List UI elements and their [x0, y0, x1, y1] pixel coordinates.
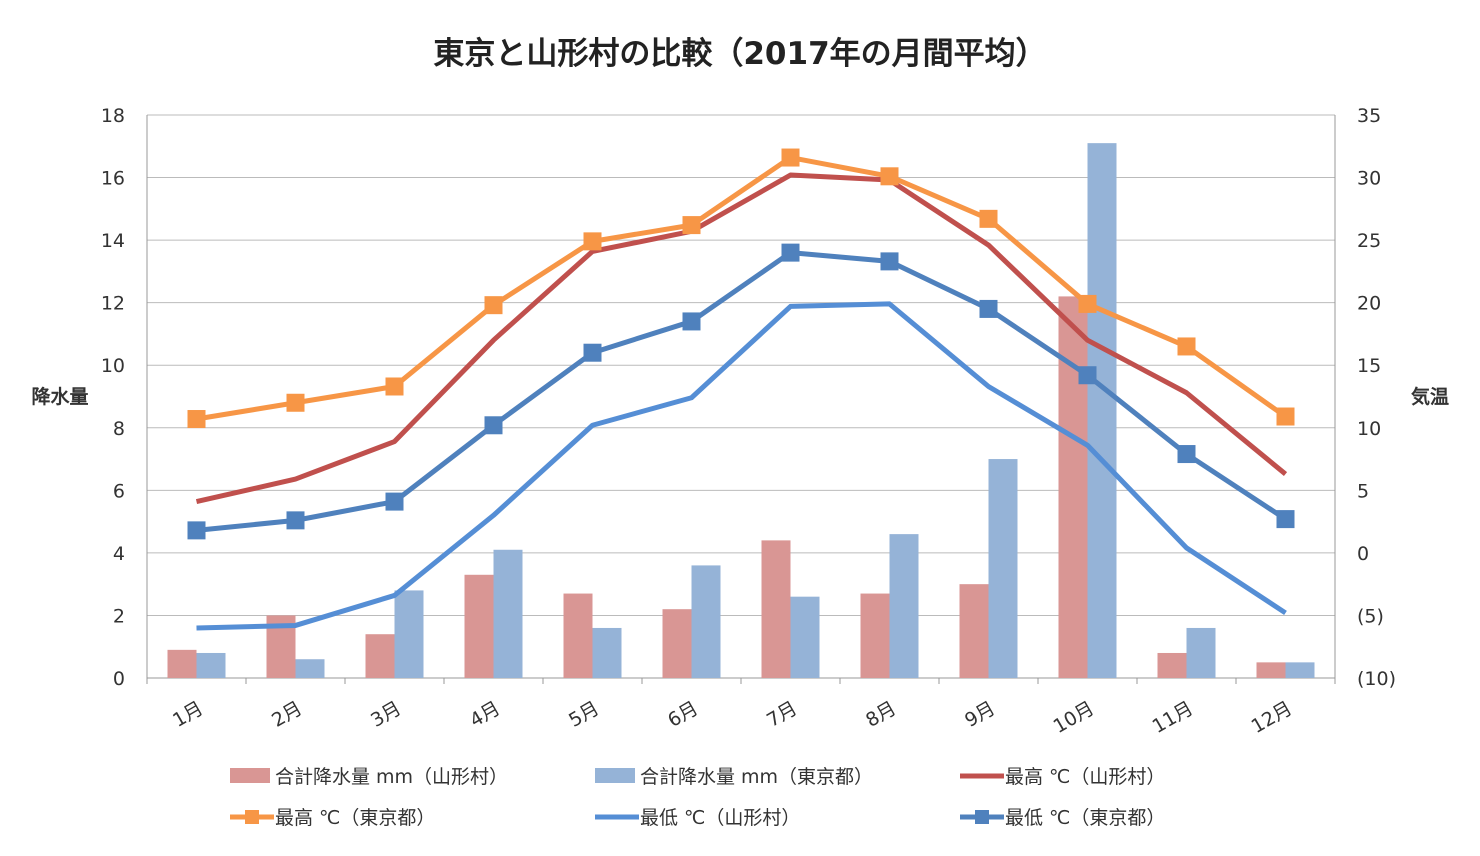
bar-tokyo-precip	[196, 652, 226, 678]
data-point-marker	[781, 148, 800, 167]
bar-yamagata-precip	[1256, 662, 1286, 678]
bar-yamagata-precip	[563, 593, 593, 678]
x-tick-label: 9月	[961, 697, 999, 732]
bar-tokyo-precip	[1087, 143, 1117, 678]
y-tick-label: 8	[113, 418, 125, 440]
bar-yamagata-precip	[167, 649, 197, 678]
x-tick-label: 6月	[664, 697, 702, 732]
y2-tick-label: 30	[1357, 168, 1381, 190]
y-axis-title: 降水量	[31, 385, 88, 408]
data-point-marker	[781, 243, 800, 262]
data-point-marker	[286, 393, 305, 412]
y2-tick-label: 5	[1357, 480, 1369, 502]
series-line-4	[196, 301, 1287, 631]
y2-tick-label: 35	[1357, 105, 1381, 127]
data-point-marker	[187, 410, 206, 429]
x-tick-label: 1月	[169, 697, 207, 732]
x-tick-label: 7月	[763, 697, 801, 732]
data-point-marker	[979, 299, 998, 318]
y-tick-label: 2	[113, 605, 125, 627]
y2-tick-label: 15	[1357, 355, 1381, 377]
bar-tokyo-precip	[790, 596, 820, 678]
x-tick-label: 4月	[466, 697, 504, 732]
bar-tokyo-precip	[691, 565, 721, 678]
legend-label: 合計降水量 mm（山形村）	[275, 766, 508, 788]
data-point-marker	[583, 343, 602, 362]
bar-tokyo-precip	[493, 549, 523, 678]
x-tick-label: 2月	[268, 697, 306, 732]
data-point-marker	[385, 377, 404, 396]
bar-tokyo-precip	[1186, 627, 1216, 678]
bar-tokyo-precip	[889, 534, 919, 678]
bar-yamagata-precip	[1058, 296, 1088, 678]
x-tick-label: 5月	[565, 697, 603, 732]
bar-yamagata-precip	[959, 584, 989, 678]
data-point-marker	[484, 416, 503, 435]
data-point-marker	[187, 521, 206, 540]
data-point-marker	[1078, 294, 1097, 313]
legend-swatch	[595, 768, 635, 783]
x-tick-label: 3月	[367, 697, 405, 732]
y2-tick-label: 25	[1357, 230, 1381, 252]
legend-marker	[975, 810, 989, 824]
data-point-marker	[583, 232, 602, 251]
bar-yamagata-precip	[761, 540, 791, 678]
y-tick-label: 16	[101, 168, 125, 190]
y2-tick-label: 0	[1357, 543, 1369, 565]
y2-tick-label: (5)	[1357, 605, 1384, 627]
data-point-marker	[1276, 510, 1295, 529]
data-point-marker	[1078, 366, 1097, 385]
bar-yamagata-precip	[1157, 652, 1187, 678]
y-tick-label: 4	[113, 543, 125, 565]
y2-tick-label: 20	[1357, 293, 1381, 315]
x-tick-label: 12月	[1248, 697, 1296, 738]
data-point-marker	[1276, 407, 1295, 426]
x-tick-label: 10月	[1050, 697, 1098, 738]
legend-label: 最低 ℃（山形村）	[640, 807, 800, 829]
bar-yamagata-precip	[365, 634, 395, 678]
bar-tokyo-precip	[394, 590, 424, 678]
chart-title: 東京と山形村の比較（2017年の月間平均）	[433, 36, 1047, 72]
y-tick-label: 6	[113, 480, 125, 502]
y-tick-label: 18	[101, 105, 125, 127]
data-point-marker	[385, 492, 404, 511]
data-point-marker	[1177, 337, 1196, 356]
bar-tokyo-precip	[592, 627, 622, 678]
data-point-marker	[1177, 445, 1196, 464]
y2-tick-label: 10	[1357, 418, 1381, 440]
x-tick-label: 11月	[1149, 697, 1197, 738]
data-point-marker	[880, 252, 899, 271]
y-tick-label: 0	[113, 668, 125, 690]
data-point-marker	[880, 167, 899, 186]
bar-tokyo-precip	[1285, 662, 1315, 678]
legend-label: 最低 ℃（東京都）	[1005, 807, 1165, 829]
series-line-3	[196, 155, 1287, 422]
legend-swatch	[230, 768, 270, 783]
legend-label: 最高 ℃（山形村）	[1005, 766, 1165, 788]
data-point-marker	[682, 216, 701, 235]
series-line-5	[196, 250, 1287, 533]
y-tick-label: 14	[101, 230, 125, 252]
data-point-marker	[286, 511, 305, 530]
bar-yamagata-precip	[860, 593, 890, 678]
bar-tokyo-precip	[988, 459, 1018, 678]
y2-axis-title: 気温	[1411, 385, 1449, 408]
bar-tokyo-precip	[295, 659, 325, 678]
data-point-marker	[682, 312, 701, 331]
series-line-2	[195, 172, 1288, 505]
y-tick-label: 10	[101, 355, 125, 377]
legend-label: 合計降水量 mm（東京都）	[640, 766, 873, 788]
data-point-marker	[979, 209, 998, 228]
x-tick-label: 8月	[862, 697, 900, 732]
y-tick-label: 12	[101, 293, 125, 315]
data-point-marker	[484, 296, 503, 315]
y2-tick-label: (10)	[1357, 668, 1396, 690]
bar-yamagata-precip	[662, 609, 692, 678]
legend-marker	[245, 810, 259, 824]
bar-yamagata-precip	[464, 574, 494, 678]
legend-label: 最高 ℃（東京都）	[275, 807, 435, 829]
